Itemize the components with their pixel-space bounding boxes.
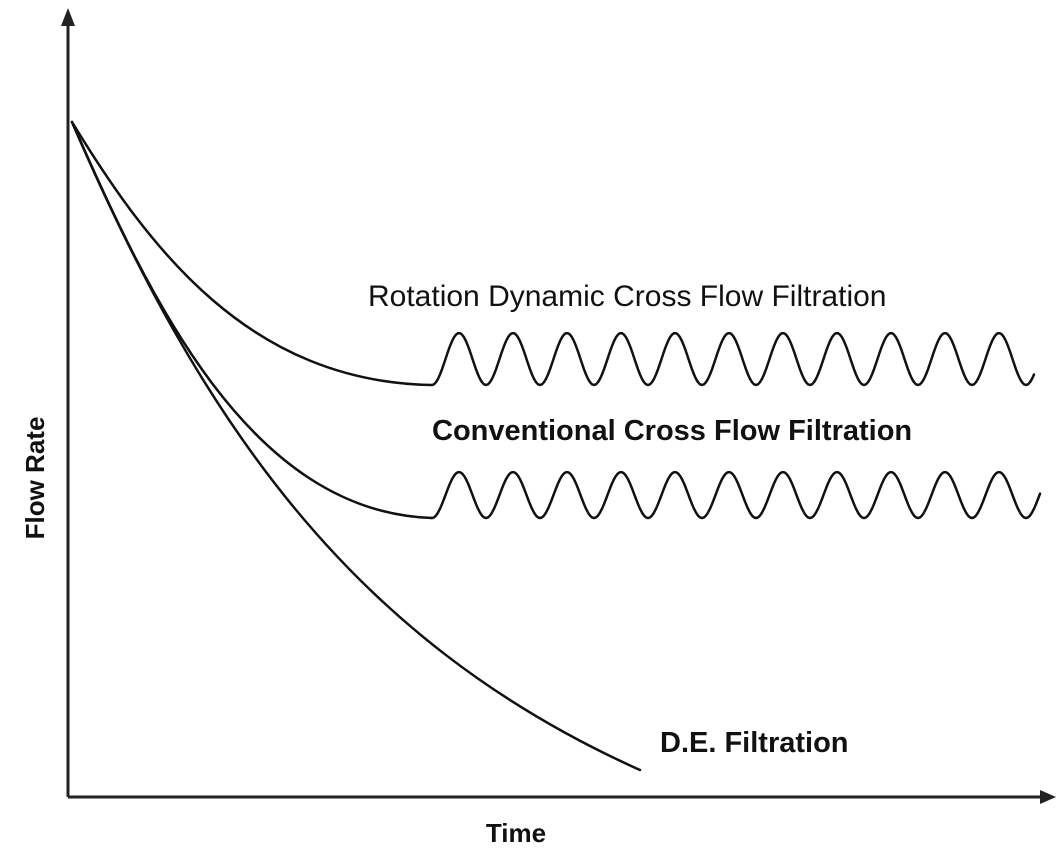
curve-label: Rotation Dynamic Cross Flow Filtration: [368, 280, 886, 313]
de-curve: [70, 120, 642, 772]
curve-label: Conventional Cross Flow Filtration: [432, 415, 912, 447]
conventional-oscillation: [430, 470, 1042, 520]
y-axis-label: Flow Rate: [20, 417, 50, 540]
curve-label: D.E. Filtration: [660, 727, 849, 759]
y-axis-arrow: [61, 8, 75, 26]
x-axis-arrow: [1040, 790, 1056, 804]
conventional-decline: [70, 120, 434, 520]
rotation-oscillation: [430, 331, 1036, 387]
x-axis-label: Time: [486, 818, 546, 848]
rotation-decline: [70, 120, 434, 387]
